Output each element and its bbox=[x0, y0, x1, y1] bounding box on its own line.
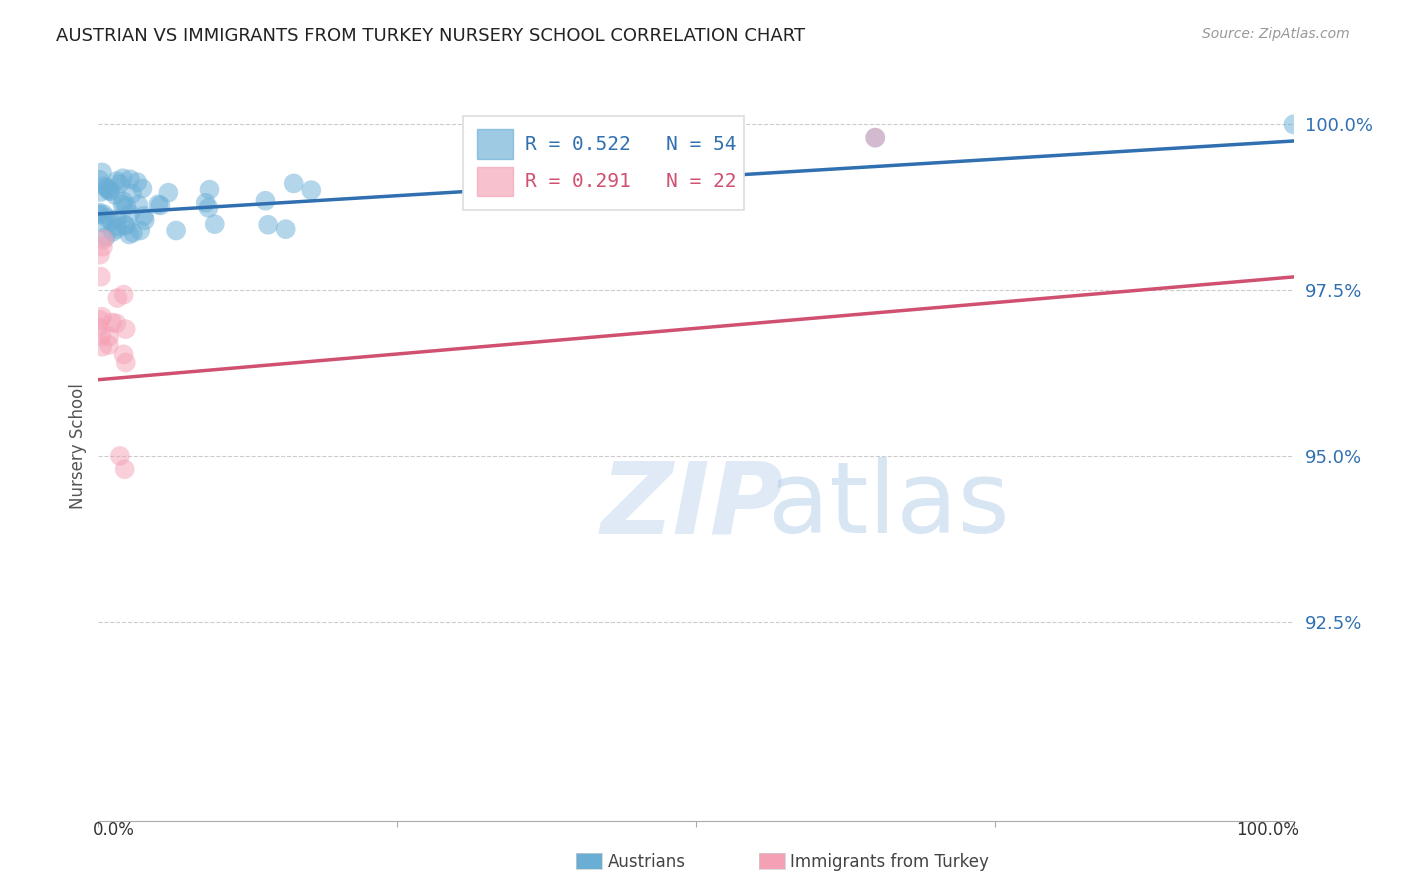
Point bbox=[121, 186, 143, 201]
Point bbox=[108, 449, 131, 463]
Point bbox=[105, 211, 128, 226]
Point bbox=[111, 171, 134, 186]
Point bbox=[89, 248, 111, 262]
Point bbox=[165, 223, 187, 237]
Point bbox=[89, 172, 111, 186]
Point bbox=[98, 184, 121, 198]
Point bbox=[104, 188, 127, 202]
Point bbox=[149, 198, 172, 212]
Point bbox=[114, 219, 136, 233]
Point bbox=[118, 207, 141, 221]
Point bbox=[131, 181, 153, 195]
Y-axis label: Nursery School: Nursery School bbox=[69, 383, 87, 509]
Point bbox=[96, 211, 118, 225]
Point bbox=[129, 223, 152, 237]
Text: R = 0.522   N = 54: R = 0.522 N = 54 bbox=[524, 135, 737, 153]
Point bbox=[112, 287, 135, 301]
Point bbox=[204, 217, 226, 231]
Point bbox=[134, 213, 156, 227]
Point bbox=[89, 205, 111, 219]
Point bbox=[112, 194, 135, 209]
Point bbox=[194, 195, 217, 210]
FancyBboxPatch shape bbox=[463, 116, 744, 210]
Point bbox=[100, 214, 122, 228]
Point bbox=[148, 197, 170, 211]
Point bbox=[157, 186, 180, 200]
Point bbox=[865, 130, 887, 145]
Text: ZIP: ZIP bbox=[600, 458, 783, 555]
Text: AUSTRIAN VS IMMIGRANTS FROM TURKEY NURSERY SCHOOL CORRELATION CHART: AUSTRIAN VS IMMIGRANTS FROM TURKEY NURSE… bbox=[56, 27, 806, 45]
Point bbox=[105, 174, 128, 188]
Point bbox=[90, 329, 112, 343]
Point bbox=[96, 180, 118, 194]
Point bbox=[274, 222, 297, 236]
Point bbox=[91, 165, 114, 179]
Point bbox=[91, 240, 114, 254]
Text: R = 0.291   N = 22: R = 0.291 N = 22 bbox=[524, 172, 737, 191]
Text: 100.0%: 100.0% bbox=[1236, 821, 1299, 838]
Point bbox=[91, 310, 114, 324]
Point bbox=[105, 219, 128, 233]
Text: Source: ZipAtlas.com: Source: ZipAtlas.com bbox=[1202, 27, 1350, 41]
Point bbox=[118, 227, 141, 242]
Point bbox=[93, 179, 115, 194]
Point bbox=[90, 269, 112, 284]
Point bbox=[105, 221, 128, 235]
Point bbox=[90, 185, 112, 199]
Point bbox=[98, 329, 121, 343]
Point bbox=[132, 209, 155, 223]
Point bbox=[114, 462, 136, 476]
Point bbox=[118, 172, 141, 186]
Bar bbox=[477, 129, 513, 159]
Point bbox=[114, 355, 136, 369]
Point bbox=[198, 183, 221, 197]
Point bbox=[87, 320, 110, 334]
Text: 0.0%: 0.0% bbox=[93, 821, 135, 838]
Point bbox=[108, 177, 131, 191]
Point bbox=[111, 197, 134, 211]
Point bbox=[257, 218, 280, 232]
Point bbox=[127, 175, 149, 189]
Point bbox=[101, 225, 124, 239]
Point bbox=[97, 338, 120, 352]
Point bbox=[101, 316, 124, 330]
Point bbox=[299, 183, 322, 197]
Point bbox=[98, 184, 121, 198]
Point bbox=[254, 194, 277, 208]
Point bbox=[91, 340, 114, 354]
Bar bbox=[477, 167, 513, 196]
Text: Austrians: Austrians bbox=[607, 853, 685, 871]
Text: atlas: atlas bbox=[768, 458, 1010, 555]
Point bbox=[105, 316, 128, 330]
Point bbox=[122, 226, 145, 240]
Point bbox=[1282, 117, 1305, 131]
Point bbox=[115, 219, 138, 233]
Point bbox=[87, 207, 110, 221]
Point bbox=[89, 313, 111, 327]
Point bbox=[105, 291, 128, 305]
Point bbox=[112, 347, 135, 361]
Point bbox=[94, 229, 117, 244]
Point bbox=[197, 201, 219, 215]
Point bbox=[115, 199, 138, 213]
Text: Immigrants from Turkey: Immigrants from Turkey bbox=[790, 853, 988, 871]
Point bbox=[93, 232, 115, 246]
Point bbox=[865, 130, 887, 145]
Point bbox=[127, 198, 149, 212]
Point bbox=[114, 322, 136, 336]
Point bbox=[283, 177, 305, 191]
Point bbox=[93, 207, 115, 221]
Point bbox=[91, 216, 114, 230]
Point bbox=[97, 182, 120, 196]
